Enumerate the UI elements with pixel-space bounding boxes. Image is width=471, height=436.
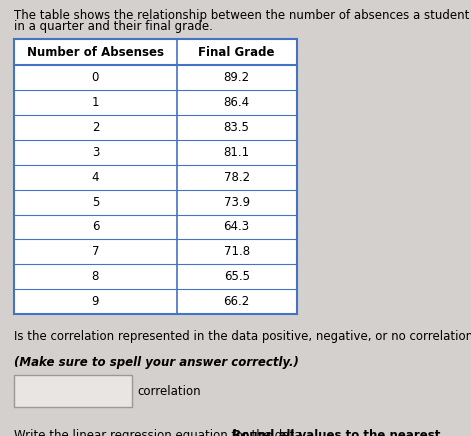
Text: 64.3: 64.3	[224, 221, 250, 233]
Text: Round all values to the nearest: Round all values to the nearest	[224, 429, 440, 436]
Text: 5: 5	[92, 196, 99, 208]
Text: 8: 8	[92, 270, 99, 283]
Text: 86.4: 86.4	[224, 96, 250, 109]
Text: 73.9: 73.9	[224, 196, 250, 208]
Text: Number of Absenses: Number of Absenses	[27, 46, 164, 59]
Text: (Make sure to spell your answer correctly.): (Make sure to spell your answer correctl…	[14, 356, 299, 369]
Text: The table shows the relationship between the number of absences a student has: The table shows the relationship between…	[14, 9, 471, 22]
Text: 0: 0	[92, 72, 99, 84]
Text: 2: 2	[92, 121, 99, 134]
Text: 66.2: 66.2	[224, 295, 250, 308]
Text: 3: 3	[92, 146, 99, 159]
Text: 6: 6	[92, 221, 99, 233]
Text: 78.2: 78.2	[224, 171, 250, 184]
Text: Final Grade: Final Grade	[198, 46, 275, 59]
Text: 1: 1	[92, 96, 99, 109]
Text: Is the correlation represented in the data positive, negative, or no correlation: Is the correlation represented in the da…	[14, 330, 471, 344]
Text: 83.5: 83.5	[224, 121, 250, 134]
Text: in a quarter and their final grade.: in a quarter and their final grade.	[14, 20, 213, 33]
FancyBboxPatch shape	[14, 375, 132, 407]
Text: 7: 7	[92, 245, 99, 258]
Text: correlation: correlation	[138, 385, 201, 398]
Text: 89.2: 89.2	[224, 72, 250, 84]
Text: 4: 4	[92, 171, 99, 184]
Text: 81.1: 81.1	[224, 146, 250, 159]
Text: 65.5: 65.5	[224, 270, 250, 283]
Text: 9: 9	[92, 295, 99, 308]
Text: Write the linear regression equation for the data.: Write the linear regression equation for…	[14, 429, 305, 436]
FancyBboxPatch shape	[14, 39, 297, 314]
Text: 71.8: 71.8	[224, 245, 250, 258]
